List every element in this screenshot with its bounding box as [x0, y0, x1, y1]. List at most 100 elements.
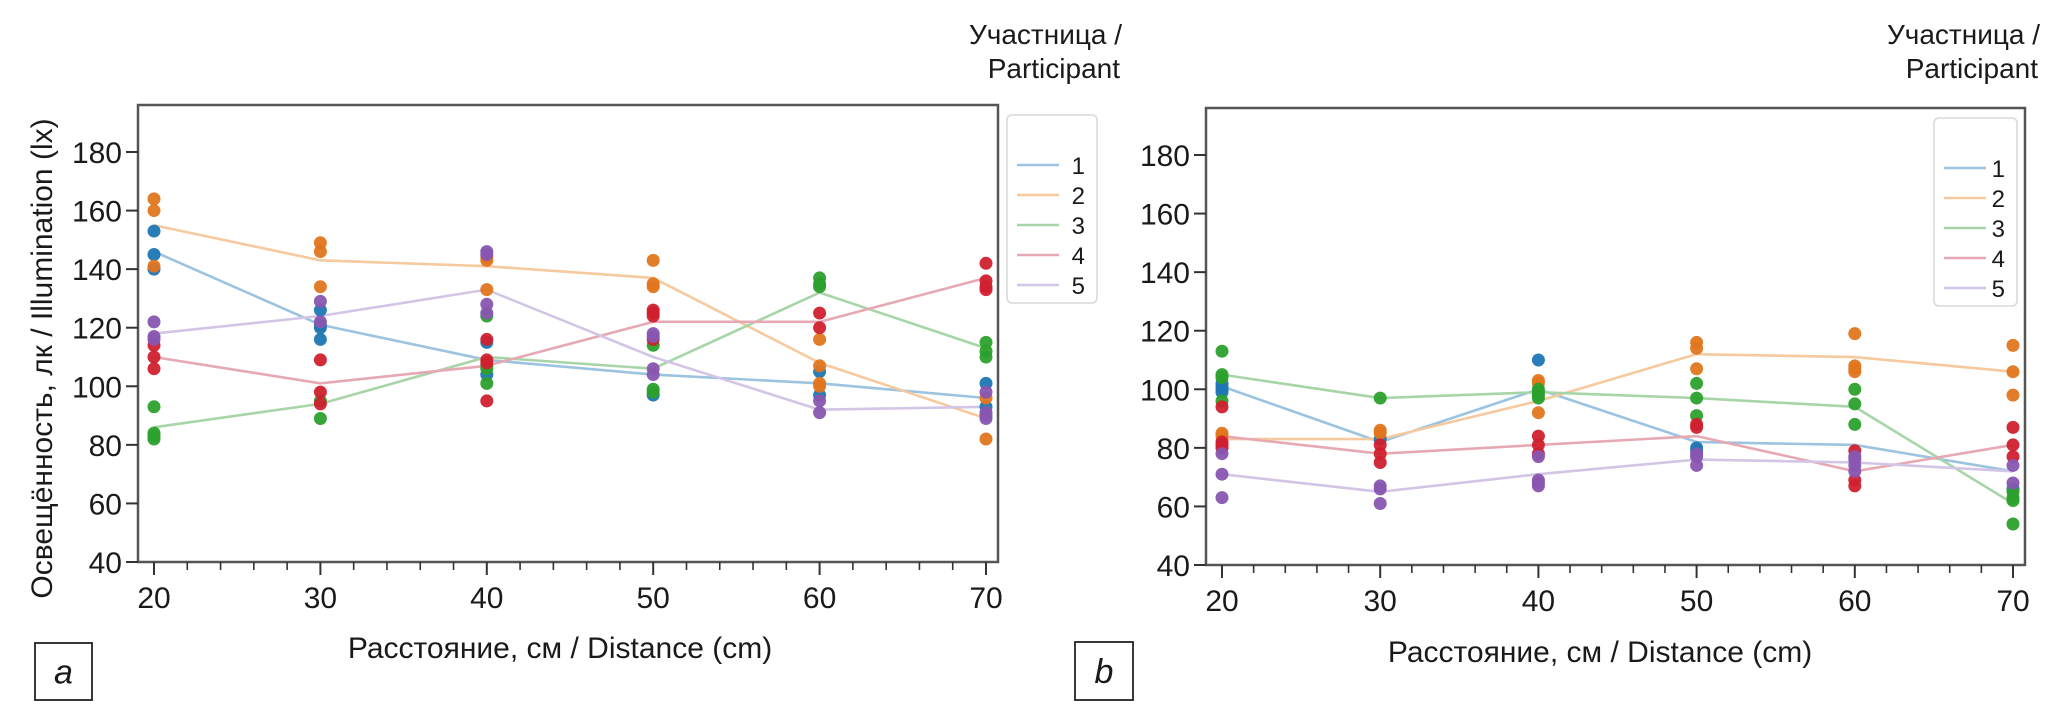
data-point [147, 432, 161, 446]
x-tick-label: 20 [1205, 585, 1238, 618]
data-point [1848, 417, 1862, 431]
y-tick-label: 40 [89, 547, 122, 580]
data-point [646, 253, 660, 267]
data-point [2006, 338, 2020, 352]
x-tick-label: 30 [304, 582, 337, 615]
data-point [2006, 365, 2020, 379]
y-tick-label: 40 [1157, 550, 1190, 583]
mean-line-participant-2 [1222, 352, 2014, 441]
plot-frame [1204, 106, 2027, 567]
points-participant-1 [1215, 353, 2020, 496]
data-point [813, 359, 827, 373]
data-point [2006, 420, 2020, 434]
data-point [979, 412, 993, 425]
data-point [979, 350, 993, 364]
y-tick-label: 140 [1140, 257, 1190, 290]
data-point [2006, 458, 2020, 472]
data-point [147, 332, 161, 346]
data-point [147, 400, 161, 414]
data-point [147, 315, 161, 329]
data-point [147, 248, 161, 261]
mean-line-participant-3 [153, 291, 987, 429]
data-point [147, 204, 161, 218]
data-point [1373, 456, 1387, 469]
data-point [313, 245, 327, 259]
data-point [1531, 450, 1545, 464]
data-point [1848, 327, 1862, 341]
y-tick-label: 80 [89, 430, 122, 463]
data-point [813, 379, 827, 393]
data-point [813, 280, 827, 294]
data-point [1531, 406, 1545, 420]
data-point [480, 306, 494, 320]
mean-line-participant-5 [1221, 458, 2014, 494]
data-point [646, 309, 660, 323]
y-tick-label: 140 [72, 254, 122, 287]
data-point [1848, 479, 1862, 493]
points-participant-3 [1215, 344, 2020, 531]
data-point [480, 394, 494, 408]
mean-line-participant-4 [1221, 434, 2014, 473]
data-point [480, 283, 494, 297]
data-point [646, 368, 660, 382]
panel-label-box [1074, 641, 1134, 701]
data-point [480, 376, 494, 390]
data-point [313, 385, 327, 399]
data-point [1215, 371, 1229, 385]
data-point [2006, 438, 2020, 452]
legend-title-line2: Participant [988, 53, 1121, 84]
y-tick-label: 100 [1140, 374, 1190, 407]
points-participant-4 [1215, 400, 2020, 493]
data-point [1215, 447, 1229, 461]
points-participant-5 [1215, 447, 2020, 510]
data-point [1531, 479, 1545, 493]
data-point [1531, 353, 1545, 367]
points-participant-2 [147, 192, 993, 446]
x-axis-title: Расстояние, см / Distance (cm) [348, 632, 772, 665]
legend-title-line1: Участница / [1887, 19, 2040, 50]
data-point [480, 332, 494, 346]
y-tick-label: 60 [1157, 491, 1190, 524]
y-tick-label: 80 [1157, 433, 1190, 466]
data-point [1373, 391, 1387, 405]
points-participant-5 [147, 245, 993, 425]
data-point [313, 397, 327, 411]
data-point [2006, 494, 2020, 508]
data-point [1690, 341, 1704, 355]
data-point [1690, 420, 1704, 434]
data-point [979, 283, 993, 297]
data-point [1215, 400, 1229, 414]
y-axis-title: Освещённость, лк / Illumination (lx) [26, 118, 59, 598]
points-participant-4 [147, 256, 993, 411]
data-point [813, 321, 827, 335]
x-tick-label: 30 [1364, 585, 1397, 618]
data-point [147, 192, 161, 206]
legend-label-5: 5 [1072, 273, 1085, 300]
data-point [313, 315, 327, 329]
y-tick-label: 60 [89, 488, 122, 521]
legend-label-3: 3 [1992, 216, 2005, 243]
mean-line-participant-2 [153, 223, 987, 420]
mean-line-participant-4 [153, 276, 987, 385]
data-point [979, 385, 993, 399]
y-tick-label: 180 [72, 137, 122, 170]
x-tick-label: 70 [1996, 585, 2029, 618]
data-point [313, 294, 327, 308]
y-tick-label: 100 [72, 371, 122, 404]
y-tick-label: 160 [72, 196, 122, 229]
x-tick-label: 50 [1680, 585, 1713, 618]
x-tick-label: 40 [1522, 585, 1555, 618]
y-tick-label: 120 [72, 313, 122, 346]
y-tick-label: 120 [1140, 316, 1190, 349]
data-point [813, 394, 827, 408]
legend-label-3: 3 [1072, 213, 1085, 240]
x-tick-label: 70 [969, 582, 1002, 615]
data-point [313, 332, 327, 346]
data-point [1690, 376, 1704, 390]
chart-panel-a: 40 60 80 100 120 140 160 180 20 30 40 50 60 70 Расстоя… [26, 19, 1122, 701]
x-tick-label: 20 [137, 582, 170, 615]
data-point [1848, 382, 1862, 396]
data-point [313, 280, 327, 294]
data-point [1690, 362, 1704, 376]
